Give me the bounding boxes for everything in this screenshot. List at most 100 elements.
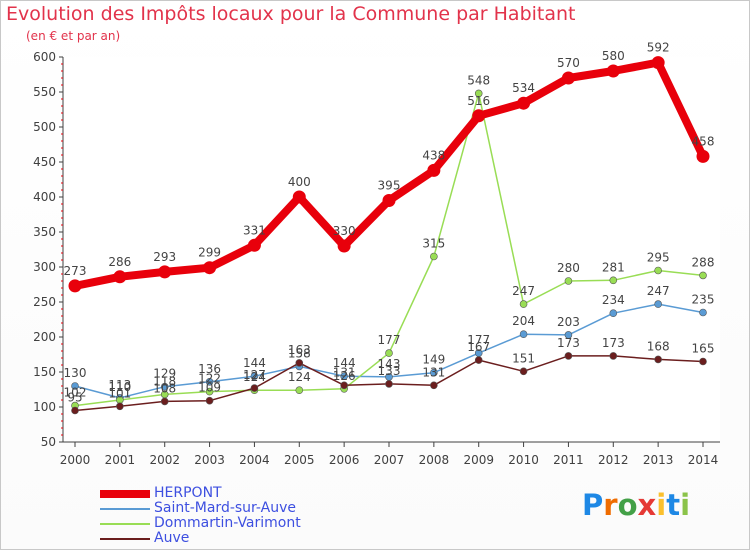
data-point [116,402,124,411]
x-tick-label: 2005 [284,453,315,467]
data-point [654,355,662,364]
data-label: 167 [467,340,490,354]
data-point [517,96,531,110]
data-label: 113 [108,378,131,392]
data-point [295,386,304,395]
data-label: 101 [108,386,131,400]
data-label: 570 [557,56,580,70]
legend-swatch [100,523,150,525]
data-point [71,382,79,390]
chart-subtitle: (en € et par an) [26,29,121,43]
data-label: 204 [512,314,535,328]
data-label: 330 [333,224,356,238]
data-point [651,56,665,70]
data-label: 122 [198,372,221,386]
x-tick-label: 2007 [374,453,405,467]
data-point [561,71,575,85]
x-tick-label: 2008 [419,453,450,467]
data-label: 95 [67,391,82,405]
y-tick-label: 500 [33,120,56,134]
data-label: 315 [422,237,445,251]
y-tick-label: 350 [33,225,56,239]
data-point [250,384,259,392]
data-point [564,352,573,360]
data-point [430,252,438,261]
data-label: 151 [512,351,535,365]
x-tick-label: 2011 [553,453,584,467]
data-point [340,381,348,390]
data-label: 288 [692,255,715,269]
data-label: 158 [288,346,311,360]
y-tick-label: 200 [33,330,56,344]
data-point [609,309,618,318]
data-point [160,382,169,391]
legend-swatch [100,538,150,540]
legend-label: Auve [154,530,190,546]
data-point [247,238,261,252]
data-label: 130 [64,366,87,380]
data-label: 144 [243,356,266,370]
data-label: 580 [602,49,625,63]
data-label: 144 [333,356,356,370]
chart-title: Evolution des Impôts locaux pour la Comm… [6,3,576,25]
x-tick-label: 2002 [149,453,180,467]
x-tick-label: 2004 [239,453,270,467]
data-label: 286 [108,255,131,269]
logo-letter: i [680,488,691,522]
logo-letter: r [603,488,618,522]
legend-label: Dommartin-Varimont [154,515,301,531]
data-label: 331 [243,223,266,237]
data-label: 102 [64,386,87,400]
logo-letter: t [666,488,681,522]
data-point [609,352,618,360]
data-label: 177 [378,333,401,347]
data-point [519,367,528,376]
x-tick-label: 2003 [194,453,225,467]
data-label: 124 [243,370,266,384]
proxiti-logo: Proxiti [582,488,690,522]
x-tick-label: 2012 [598,453,629,467]
data-point [519,300,528,308]
legend-label: HERPONT [154,485,222,501]
data-point [205,377,214,386]
data-point [606,64,620,78]
data-point [205,387,214,396]
data-label: 165 [692,342,715,356]
logo-letter: x [637,488,657,522]
data-label: 281 [602,260,625,274]
logo-letter: o [617,488,638,522]
data-label: 127 [243,368,266,382]
data-point [385,380,393,388]
data-label: 548 [467,73,490,87]
data-point [295,359,304,367]
data-label: 295 [647,251,670,265]
data-label: 438 [422,148,445,162]
data-label: 458 [692,134,715,148]
x-tick-label: 2006 [329,453,360,467]
data-point [699,357,707,366]
y-tick-label: 250 [33,295,56,309]
data-label: 177 [467,333,490,347]
data-label: 234 [602,293,625,307]
data-label: 235 [692,293,715,307]
data-point [654,266,662,275]
data-label: 203 [557,315,580,329]
data-point [699,271,707,280]
data-label: 592 [647,41,670,55]
data-label: 163 [288,343,311,357]
data-point [472,109,486,123]
data-label: 168 [647,339,670,353]
data-label: 133 [378,364,401,378]
x-tick-label: 2014 [688,453,719,467]
y-tick-label: 600 [33,50,56,64]
logo-letter: P [582,488,604,522]
x-tick-label: 2013 [643,453,674,467]
data-point [71,406,79,415]
data-point [430,368,438,377]
y-tick-label: 450 [33,155,56,169]
data-label: 143 [378,357,401,371]
data-point [340,372,348,381]
data-label: 126 [333,369,356,383]
data-point [609,276,618,285]
